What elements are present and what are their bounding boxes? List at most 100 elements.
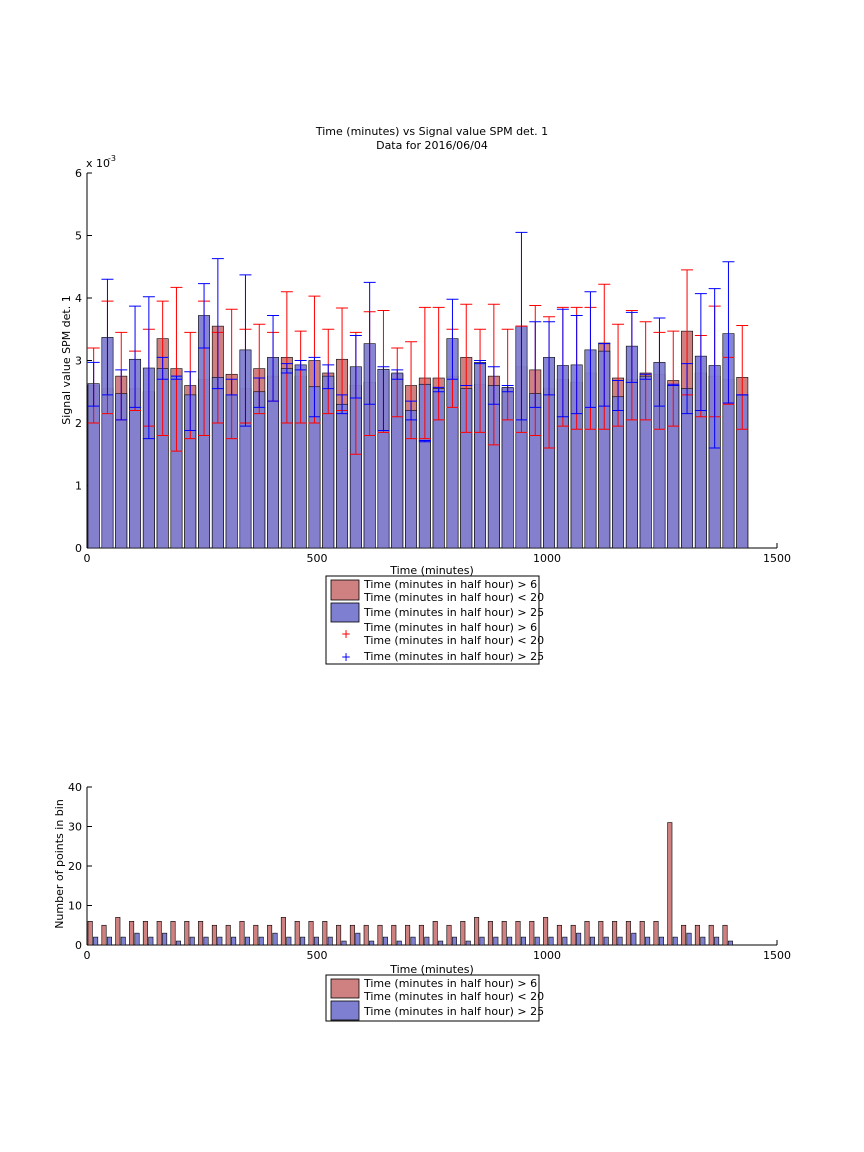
bottom-legend-red-line1: Time (minutes in half hour) > 6: [363, 977, 537, 990]
bottom-bar-blue: [175, 940, 181, 946]
top-legend-blue-plus-marker: +: [341, 650, 351, 664]
top-x-tick-label: 500: [307, 552, 328, 565]
bottom-bar-red: [253, 924, 259, 946]
bottom-bar-red: [156, 920, 162, 946]
bottom-bar-red: [225, 924, 231, 946]
bottom-bar-red: [639, 920, 645, 946]
bottom-bar-blue: [727, 940, 733, 946]
bottom-bar-red: [129, 920, 135, 946]
bottom-bar-red: [184, 920, 190, 946]
bottom-bar-blue: [465, 940, 471, 946]
bottom-bar-red: [487, 920, 493, 946]
bottom-bar-red: [653, 920, 659, 946]
top-y-exponent-power: -3: [108, 154, 116, 163]
bottom-bar-blue: [327, 936, 333, 946]
bottom-bar-red: [115, 917, 121, 946]
top-y-tick-label: 5: [75, 230, 82, 243]
bottom-legend-red-patch: [330, 978, 360, 999]
top-legend-blue-patch: [330, 602, 360, 623]
bottom-bar-blue: [520, 936, 526, 946]
bottom-bar-red: [418, 924, 424, 946]
bottom-bar-blue: [217, 936, 223, 946]
bottom-x-tick-label: 1500: [763, 949, 791, 962]
bottom-bar-red: [722, 924, 728, 946]
bottom-y-tick-label: 40: [68, 781, 82, 794]
bottom-x-axis-label: Time (minutes): [389, 963, 474, 976]
bottom-bar-red: [446, 924, 452, 946]
top-y-tick-label: 2: [75, 417, 82, 430]
bottom-bar-blue: [672, 936, 678, 946]
bottom-bar-blue: [355, 932, 361, 946]
bottom-bar-blue: [300, 936, 306, 946]
bottom-bar-blue: [576, 932, 582, 946]
bottom-bar-blue: [341, 940, 347, 946]
top-y-tick-label: 6: [75, 167, 82, 180]
top-plot-area: 0 1 2 3 4 5 6 0 500 1000 1500: [75, 167, 791, 565]
bottom-bar-blue: [272, 932, 278, 946]
bottom-bar-blue: [148, 936, 154, 946]
bottom-bar-red: [474, 917, 480, 946]
bottom-bar-red: [198, 920, 204, 946]
bottom-bar-red: [501, 920, 507, 946]
bottom-bar-red: [405, 924, 411, 946]
bottom-legend-box: [325, 974, 540, 1022]
chart-subtitle: Data for 2016/06/04: [376, 139, 488, 152]
bottom-legend-blue-line1: Time (minutes in half hour) > 25: [363, 1005, 544, 1018]
bottom-bar-blue: [424, 936, 430, 946]
bottom-legend-blue-patch: [330, 1000, 360, 1021]
bottom-bar-blue: [686, 932, 692, 946]
bottom-bar-blue: [120, 936, 126, 946]
bottom-bar-blue: [369, 940, 375, 946]
bottom-bar-blue: [286, 936, 292, 946]
bottom-bar-red: [308, 920, 314, 946]
bottom-bar-red: [515, 920, 521, 946]
bottom-bar-red: [349, 924, 355, 946]
bottom-bar-red: [694, 924, 700, 946]
top-legend-blue-plus-line1: Time (minutes in half hour) > 25: [363, 650, 544, 663]
bottom-bar-blue: [645, 936, 651, 946]
bottom-bar-blue: [658, 936, 664, 946]
bottom-bar-blue: [451, 936, 457, 946]
bottom-y-tick-label: 20: [68, 860, 82, 873]
bottom-bar-red: [460, 920, 466, 946]
bottom-x-tick-label: 1000: [533, 949, 561, 962]
bottom-bar-blue: [507, 936, 513, 946]
bottom-bar-red: [556, 924, 562, 946]
bottom-bar-red: [667, 822, 673, 946]
bottom-y-tick-label: 30: [68, 821, 82, 834]
bottom-bar-blue: [617, 936, 623, 946]
bottom-bar-red: [625, 920, 631, 946]
bottom-bar-red: [87, 920, 93, 946]
top-x-tick-label: 0: [84, 552, 91, 565]
bottom-bar-blue: [562, 936, 568, 946]
bottom-bar-red: [142, 920, 148, 946]
bottom-bar-blue: [700, 936, 706, 946]
top-x-tick-label: 1000: [533, 552, 561, 565]
bottom-bar-blue: [396, 940, 402, 946]
bottom-bar-blue: [603, 936, 609, 946]
bottom-bar-red: [294, 920, 300, 946]
bottom-bar-red: [570, 924, 576, 946]
bottom-bar-blue: [189, 936, 195, 946]
bottom-bar-red: [170, 920, 176, 946]
top-legend-red-plus-line1: Time (minutes in half hour) > 6: [363, 621, 537, 634]
bottom-bar-red: [391, 924, 397, 946]
bottom-bar-blue: [631, 932, 637, 946]
bottom-bar-red: [708, 924, 714, 946]
bottom-bar-blue: [244, 936, 250, 946]
top-y-exponent-base: x 10: [86, 157, 110, 170]
bottom-bar-blue: [589, 936, 595, 946]
bottom-bar-red: [612, 920, 618, 946]
bottom-bar-blue: [714, 936, 720, 946]
bottom-bar-red: [239, 920, 245, 946]
bottom-legend: Time (minutes in half hour) > 6 Time (mi…: [325, 974, 544, 1022]
bottom-bar-red: [543, 917, 549, 946]
bottom-bar-blue: [231, 936, 237, 946]
bottom-bar-red: [363, 924, 369, 946]
chart-title: Time (minutes) vs Signal value SPM det. …: [315, 125, 548, 138]
bottom-bar-red: [432, 920, 438, 946]
bottom-bar-blue: [203, 936, 209, 946]
top-legend-red-plus-line2: Time (minutes in half hour) < 20: [363, 634, 544, 647]
bottom-bar-blue: [493, 936, 499, 946]
